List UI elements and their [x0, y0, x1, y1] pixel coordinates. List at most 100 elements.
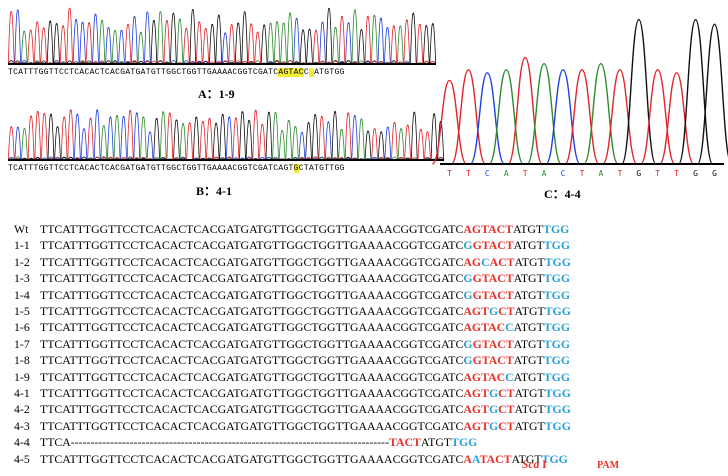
row-sequence: TTCATTTGGTTCCTCACACTCACGATGATGTTGGCTGGTT…: [40, 222, 464, 236]
sca-site-segment: G: [488, 304, 499, 319]
row-tail: ATGT: [513, 238, 544, 253]
sca-site-segment: G: [463, 287, 473, 302]
row-label: 1-2: [14, 254, 30, 269]
panel-label-a: A：1-9: [198, 87, 235, 101]
alignment-row: Wt TTCATTTGGTTCCTCACACTCACGATGATGTTGGCTGG…: [14, 221, 571, 237]
row-tail: ATGT: [513, 336, 544, 351]
row-label: 4-5: [14, 451, 30, 466]
row-pam: TGG: [544, 254, 571, 269]
chromatogram-panel-c: T T C A T A C T A T G T T G G C：4-4: [431, 4, 728, 201]
sca-site-segment: AGT: [463, 402, 489, 417]
base-call-label: G: [636, 169, 641, 178]
row-tail: ATGT: [513, 353, 544, 368]
row-sequence: TTCATTTGGTTCCTCACACTCACGATGATGTTGGCTGGTT…: [40, 271, 464, 286]
peak-t: [431, 79, 468, 165]
basecalls-b: TCATTTGGTTCCTCACACTCACGATGATGTTGGCTGGTTG…: [8, 164, 345, 173]
alignment-row: 1-5 TTCATTTGGTTCCTCACACTCACGATGATGTTGGCTG…: [14, 303, 571, 319]
base-call-label: T: [617, 169, 622, 178]
row-sequence: TTCATTTGGTTCCTCACACTCACGATGATGTTGGCTGGTT…: [40, 304, 464, 319]
row-sequence: TTCATTTGGTTCCTCACACTCACGATGATGTTGGCTGGTT…: [40, 402, 464, 417]
row-tail: ATGT: [420, 435, 452, 450]
alignment-row: 1-4 TTCATTTGGTTCCTCACACTCACGATGATGTTGGCTG…: [14, 287, 571, 303]
peak-g: [621, 18, 657, 165]
row-sequence: TTCATTTGGTTCCTCACACTCACGATGATGTTGGCTGGTT…: [40, 369, 464, 384]
row-pam: TGG: [543, 222, 570, 236]
row-label: 4-4: [14, 435, 30, 450]
row-tail: ATGT: [511, 451, 542, 466]
basecalls-a-highlight-2: [308, 68, 315, 77]
base-call-label: T: [674, 169, 679, 178]
row-tail: ATGT: [513, 287, 544, 302]
enzyme-suffix: I: [539, 459, 547, 471]
peak-g: [677, 18, 714, 165]
row-pam: TGG: [543, 287, 571, 302]
row-label: 1-9: [14, 369, 30, 384]
basecalls-a: TCATTTGGTTCCTCACACTCACGATGATGTTGGCTGGTTG…: [8, 68, 345, 77]
row-sequence: TTCATTTGGTTCCTCACACTCACGATGATGTTGGCTGGTT…: [40, 451, 464, 466]
alignment-row: 4-1 TTCATTTGGTTCCTCACACTCACGATGATGTTGGCTG…: [14, 385, 571, 401]
sca-site-segment: G: [488, 418, 499, 433]
row-label: 4-1: [14, 386, 30, 401]
row-label: 1-6: [14, 320, 30, 335]
sca-site-segment: AGT: [463, 386, 489, 401]
peak-g: [696, 23, 728, 165]
sca-site-segment: TACT: [389, 435, 421, 450]
sca-site-segment: C: [505, 369, 514, 384]
basecalls-a-mid: C: [303, 68, 309, 77]
sca-site-segment: CT: [498, 402, 515, 417]
row-pam: TGG: [541, 451, 568, 466]
base-call-label: T: [655, 169, 660, 178]
sca-site-segment: A: [463, 451, 472, 466]
sca-site-segment: G: [488, 386, 499, 401]
base-call-label: A: [542, 169, 547, 178]
sca-site-segment: G: [463, 336, 473, 351]
row-label: 1-7: [14, 336, 30, 351]
row-label: Wt: [14, 222, 29, 236]
panel-label-b: B：4-1: [196, 184, 233, 198]
row-pam: TGG: [451, 435, 478, 450]
row-sequence: TTCA------------------------------------…: [40, 435, 390, 450]
sca-site-segment: GTACT: [472, 336, 514, 351]
row-tail: ATGT: [513, 369, 544, 384]
sca-site-segment: GTACT: [472, 353, 514, 368]
alignment-row: 1-6 TTCATTTGGTTCCTCACACTCACGATGATGTTGGCTG…: [14, 319, 571, 335]
peak-t: [507, 56, 543, 165]
row-sequence: TTCATTTGGTTCCTCACACTCACGATGATGTTGGCTGGTT…: [40, 320, 464, 335]
peak-t: [640, 69, 676, 165]
alignment-row: 4-2 TTCATTTGGTTCCTCACACTCACGATGATGTTGGCTG…: [14, 401, 571, 417]
row-pam: TGG: [543, 353, 571, 368]
alignment-row: 1-3 TTCATTTGGTTCCTCACACTCACGATGATGTTGGCTG…: [14, 270, 571, 286]
enzyme-label: Sca I: [522, 459, 547, 471]
row-sequence: TTCATTTGGTTCCTCACACTCACGATGATGTTGGCTGGTT…: [40, 238, 464, 253]
alignment-row: 1-2 TTCATTTGGTTCCTCACACTCACGATGATGTTGGCTG…: [14, 254, 571, 270]
sca-site-segment: AGT: [463, 418, 489, 433]
basecalls-a-pre: TCATTTGGTTCCTCACACTCACGATGATGTTGGCTGGTTG…: [8, 68, 279, 77]
row-tail: ATGT: [513, 271, 544, 286]
row-sequence: TTCATTTGGTTCCTCACACTCACGATGATGTTGGCTGGTT…: [40, 336, 464, 351]
row-pam: TGG: [544, 418, 571, 433]
basecalls-b-pre: TCATTTGGTTCCTCACACTCACGATGATGTTGGCTGGTTG…: [8, 164, 294, 173]
row-tail: ATGT: [512, 222, 544, 236]
row-sequence: TTCATTTGGTTCCTCACACTCACGATGATGTTGGCTGGTT…: [40, 353, 464, 368]
basecalls-b-post: CTATGTTGG: [298, 164, 345, 173]
row-label: 1-8: [14, 353, 30, 368]
basecalls-a-highlight: AGTAC: [278, 68, 304, 77]
sca-site-segment: CT: [498, 386, 515, 401]
trace-plot-a: [7, 7, 437, 65]
chromatogram-panel-b: TCATTTGGTTCCTCACACTCACGATGATGTTGGCTGGTTG…: [7, 106, 445, 198]
base-call-label: A: [598, 169, 603, 178]
row-label: 4-3: [14, 418, 30, 433]
peak-t: [564, 69, 600, 165]
alignment-row: 4-5 TTCATTTGGTTCCTCACACTCACGATGATGTTGGCTG…: [14, 451, 571, 467]
sca-site-segment: CT: [498, 418, 515, 433]
peak-c: [469, 72, 506, 165]
alignment-row: 1-9 TTCATTTGGTTCCTCACACTCACGATGATGTTGGCTG…: [14, 369, 571, 385]
row-tail: ATGT: [514, 418, 545, 433]
enzyme-name: Sca: [522, 459, 540, 471]
row-label: 1-3: [14, 271, 30, 286]
row-sequence: TTCATTTGGTTCCTCACACTCACGATGATGTTGGCTGGTT…: [40, 386, 464, 401]
sca-site-segment: ACT: [489, 254, 515, 269]
base-call-label: T: [466, 169, 471, 178]
base-call-label: G: [693, 169, 698, 178]
